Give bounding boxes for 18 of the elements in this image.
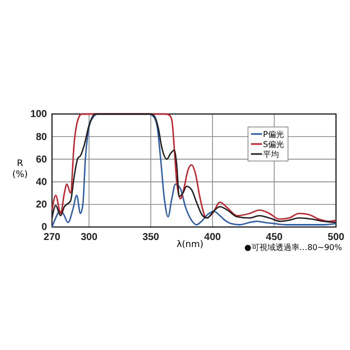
x-tick-label: 350 bbox=[142, 232, 160, 244]
y-tick-label: 80 bbox=[36, 132, 48, 143]
x-tick-label: 500 bbox=[328, 232, 345, 244]
x-axis-title: λ(nm) bbox=[176, 240, 204, 250]
y-tick-label: 20 bbox=[36, 200, 48, 211]
legend-label: P偏光 bbox=[263, 130, 284, 139]
x-tick-label: 450 bbox=[266, 232, 284, 244]
y-tick-label: 60 bbox=[36, 154, 48, 166]
y-tick-label: 0 bbox=[41, 222, 48, 234]
legend-label: 平均 bbox=[263, 150, 279, 159]
y-axis-title: R (%) bbox=[12, 159, 28, 180]
x-tick-label: 400 bbox=[204, 232, 222, 244]
y-tick-label: 100 bbox=[30, 109, 48, 120]
y-tick-label: 40 bbox=[36, 177, 48, 188]
x-tick-label: 300 bbox=[80, 232, 98, 244]
legend-label: S偏光 bbox=[263, 140, 284, 149]
x-tick-label: 270 bbox=[44, 232, 61, 244]
text: ●可視域透過率…80~90% bbox=[244, 243, 342, 252]
